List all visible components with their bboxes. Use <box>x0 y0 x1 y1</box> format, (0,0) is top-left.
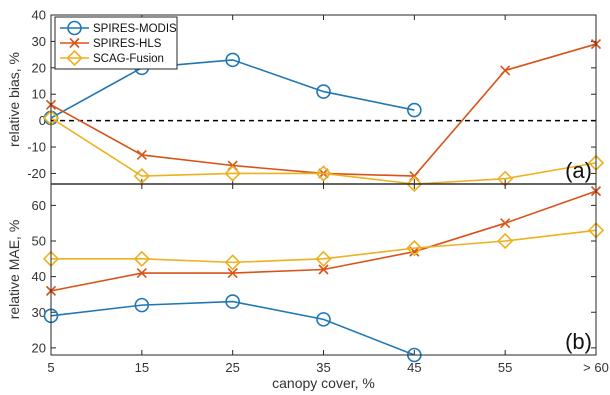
panel-a-label: (a) <box>565 158 592 183</box>
panel-a-spires-hls-point <box>136 149 147 161</box>
panel-b-scag-fusion-line <box>51 229 597 264</box>
panel-b-ylabel: relative MAE, % <box>6 220 22 320</box>
panel-b-spires-hls-point <box>318 264 329 275</box>
panel-a-ylabel: relative bias, % <box>6 52 22 147</box>
panel-a-scag-fusion-point <box>133 167 150 185</box>
panel-a-spires-modis-point <box>225 52 240 68</box>
panel-b-ytick-label: 60 <box>32 198 46 213</box>
panel-b-axes-box <box>50 183 597 356</box>
panel-a-spires-modis-line <box>50 59 415 119</box>
panel-a-spires-hls-point <box>500 65 511 76</box>
legend: SPIRES-MODIS SPIRES-HLS SCAG-Fusion <box>54 16 178 70</box>
legend-scag-fusion-marker <box>66 49 83 67</box>
panel-b-spires-modis-point <box>225 294 240 309</box>
panel-b-spires-hls-point <box>136 267 147 279</box>
panel-a-scag-fusion-point <box>224 165 241 182</box>
panel-b-spires-modis-line <box>50 300 415 356</box>
panel-b-spires-hls-point <box>500 218 511 229</box>
panel-b-scag-fusion-point <box>406 239 423 257</box>
panel-a-ytick-label: 30 <box>32 34 46 49</box>
xtick-label: > 60 <box>583 360 609 375</box>
xtick-label: 15 <box>135 360 149 375</box>
xtick-label: 5 <box>47 360 54 375</box>
legend-spires-modis-label: SPIRES-MODIS <box>93 23 177 35</box>
panel-b-spires-hls-point <box>227 267 238 279</box>
panel-a-ytick-label: 20 <box>32 60 46 75</box>
panel-b-ytick-label: 40 <box>32 269 46 284</box>
xtick-label: 55 <box>498 360 512 375</box>
legend-spires-hls-label: SPIRES-HLS <box>93 38 162 50</box>
panel-a-ytick-label: -20 <box>27 166 46 181</box>
panel-b-spires-modis-point <box>316 312 331 327</box>
panel-b-spires-hls-line <box>50 190 597 292</box>
panel-b-ytick-label: 20 <box>32 340 46 355</box>
panel-a-scag-fusion-point <box>406 175 423 193</box>
xtick-label: 45 <box>407 360 421 375</box>
xtick-label: 25 <box>225 360 239 375</box>
panel-b-relative-mae: 20 30 40 50 60 5 15 25 35 45 55 > 60 (b) relative MAE… <box>6 183 609 391</box>
xtick-label: 35 <box>316 360 330 375</box>
legend-spires-modis-marker <box>67 20 82 36</box>
panel-b-spires-modis-point <box>134 297 150 313</box>
legend-scag-fusion-label: SCAG-Fusion <box>93 53 164 65</box>
panel-a-scag-fusion-point <box>315 165 332 182</box>
panel-a-ytick-label: 40 <box>32 8 46 23</box>
panel-b-ytick-label: 50 <box>32 234 46 249</box>
panel-a-spires-modis-point <box>407 102 422 118</box>
panel-a-ytick-label: 0 <box>39 113 46 128</box>
panel-a-ytick-label: -10 <box>27 140 46 155</box>
panel-a-scag-fusion-line <box>50 117 597 185</box>
panel-b-scag-fusion-point <box>315 250 332 267</box>
panel-a-ytick-label: 10 <box>32 87 46 102</box>
panel-b-scag-fusion-point <box>497 232 514 250</box>
panel-b-scag-fusion-point <box>133 250 150 267</box>
xlabel: canopy cover, % <box>272 375 375 391</box>
panel-b-ytick-label: 30 <box>32 305 46 320</box>
panel-b-label: (b) <box>565 329 592 354</box>
panel-b-scag-fusion-point <box>224 254 241 271</box>
panel-a-spires-modis-point <box>316 84 331 99</box>
legend-spires-hls-marker <box>69 37 80 49</box>
